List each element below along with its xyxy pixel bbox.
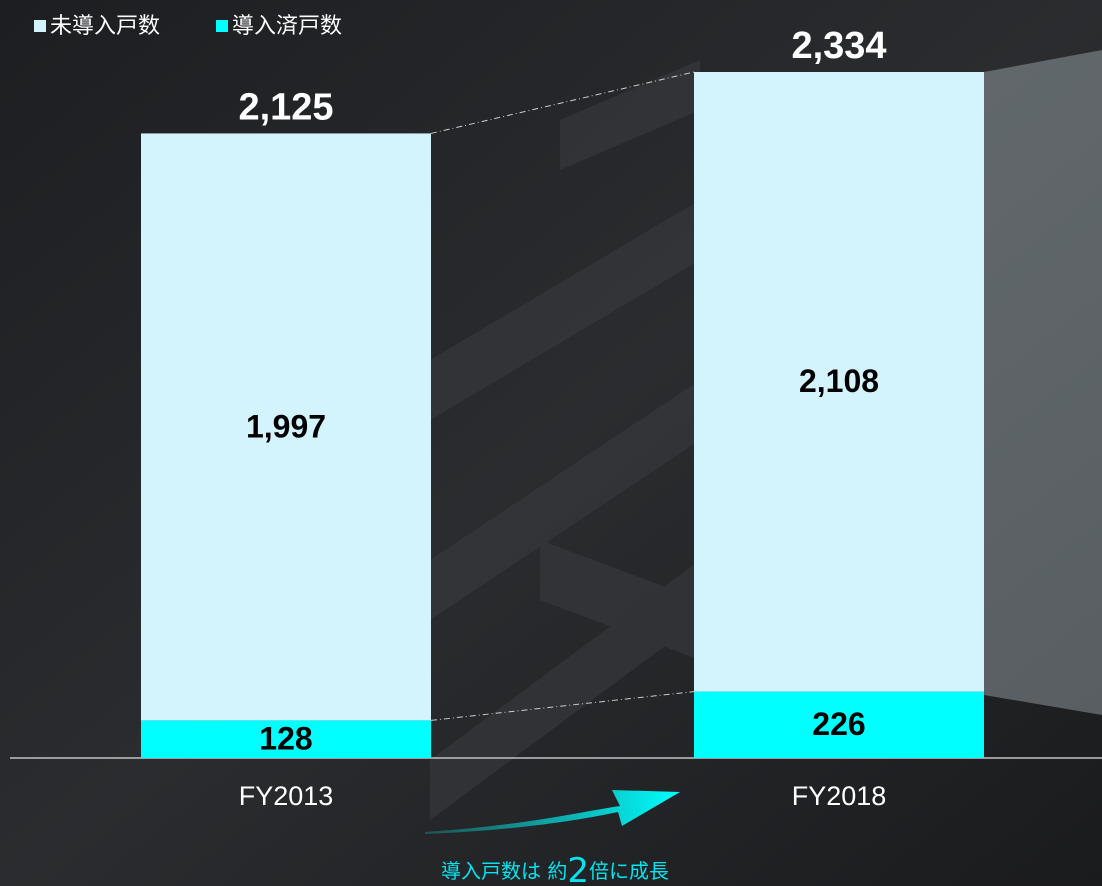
highlight-wedge (984, 50, 1102, 715)
annotation: 導入戸数は 約2倍に成長 (441, 851, 669, 886)
value-label: 1,997 (246, 408, 326, 444)
value-label: 128 (259, 721, 312, 757)
legend-swatch (34, 20, 46, 32)
connector-line (430, 691, 695, 721)
legend-swatch (216, 20, 229, 32)
bar-segment (694, 691, 984, 758)
value-label: 2,108 (799, 363, 879, 399)
x-tick-label: FY2013 (239, 781, 334, 811)
bar-segment (141, 133, 431, 721)
growth-arrow (425, 790, 680, 834)
bar-segment (694, 72, 984, 692)
connector-line (430, 71, 695, 134)
total-label: 2,125 (238, 86, 333, 128)
x-tick-label: FY2018 (792, 781, 887, 811)
legend-label: 導入済戸数 (232, 14, 342, 39)
annotation-emphasis: 2 (567, 851, 589, 886)
total-label: 2,334 (791, 25, 886, 67)
legend-label: 未導入戸数 (50, 14, 160, 39)
annotation-text: 倍に成長 (589, 859, 669, 883)
building-decoration (430, 60, 700, 820)
annotation-text: 導入戸数は 約 (441, 859, 567, 883)
value-label: 226 (812, 706, 865, 742)
bar-segment (141, 720, 431, 758)
